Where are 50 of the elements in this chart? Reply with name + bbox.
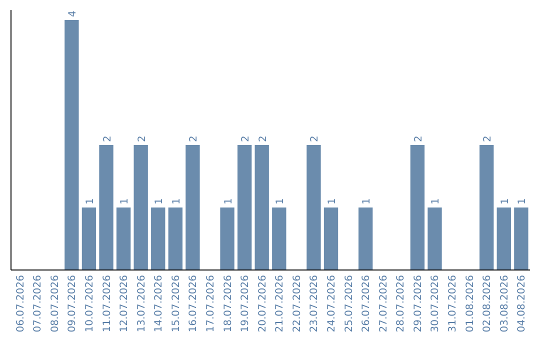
- x-tick-label: 13.07.2026: [136, 275, 148, 332]
- data-label: 4: [68, 10, 79, 17]
- data-label: 1: [362, 198, 373, 204]
- x-tick-label: 15.07.2026: [170, 275, 182, 332]
- x-tick-label: 29.07.2026: [412, 275, 424, 332]
- data-label: 1: [275, 198, 286, 204]
- data-label: 1: [517, 198, 528, 204]
- data-label: 1: [223, 198, 234, 204]
- x-tick-label: 19.07.2026: [240, 275, 252, 332]
- x-tick-label: 24.07.2026: [326, 275, 338, 332]
- x-tick-label: 18.07.2026: [222, 275, 234, 332]
- x-tick-label: 17.07.2026: [205, 275, 216, 332]
- x-tick-label: 25.07.2026: [344, 275, 355, 332]
- x-tick-label: 03.08.2026: [499, 275, 510, 332]
- x-tick-label: 04.08.2026: [516, 275, 528, 332]
- data-label: 1: [84, 198, 96, 204]
- x-tick-label: 26.07.2026: [361, 275, 372, 332]
- x-tick-label: 02.08.2026: [482, 275, 494, 332]
- data-label: 2: [240, 136, 252, 142]
- x-tick-label: 12.07.2026: [119, 275, 130, 332]
- data-label: 2: [136, 136, 148, 142]
- data-label: 2: [258, 136, 269, 142]
- x-tick-label: 28.07.2026: [396, 275, 407, 332]
- data-label: 2: [482, 136, 494, 142]
- x-tick-label: 23.07.2026: [309, 275, 320, 332]
- x-tick-label: 27.07.2026: [378, 275, 390, 332]
- x-tick-label: 07.07.2026: [32, 275, 44, 332]
- x-tick-label: 16.07.2026: [188, 275, 200, 332]
- x-tick-label: 06.07.2026: [15, 275, 26, 332]
- data-label: 1: [327, 198, 338, 204]
- data-label: 2: [413, 136, 424, 142]
- x-tick-label: 09.07.2026: [67, 275, 78, 332]
- data-label: 1: [154, 198, 166, 204]
- x-tick-label: 01.08.2026: [464, 275, 476, 332]
- x-tick-label: 30.07.2026: [430, 275, 442, 332]
- data-label: 1: [430, 198, 442, 204]
- x-tick-label: 11.07.2026: [102, 275, 113, 332]
- data-label: 1: [171, 198, 182, 204]
- x-tick-label: 31.07.2026: [448, 275, 459, 332]
- data-label: 1: [120, 198, 131, 204]
- x-tick-label: 22.07.2026: [292, 275, 303, 332]
- data-label: 2: [310, 136, 321, 142]
- x-tick-label: 10.07.2026: [84, 275, 96, 332]
- x-tick-label: 21.07.2026: [274, 275, 286, 332]
- data-label: 2: [188, 136, 200, 142]
- x-tick-label: 14.07.2026: [154, 275, 165, 332]
- x-tick-label: 20.07.2026: [257, 275, 268, 332]
- x-tick-label: 08.07.2026: [50, 275, 61, 332]
- data-label: 2: [102, 136, 114, 142]
- data-label: 1: [500, 198, 511, 204]
